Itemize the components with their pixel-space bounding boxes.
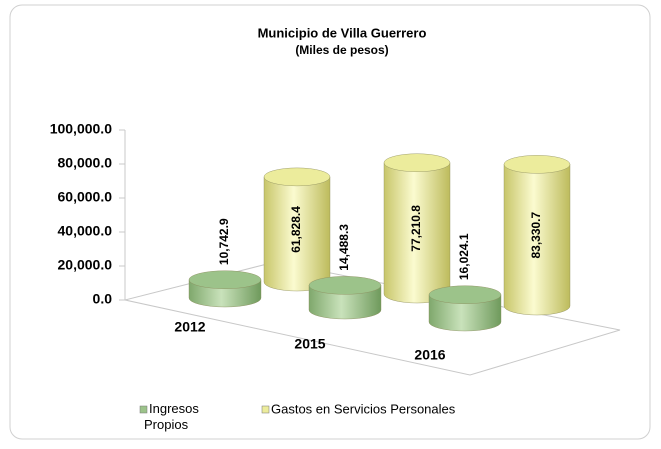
cylinder-top [503, 155, 571, 174]
legend-swatch [139, 405, 148, 414]
cylinder-top [188, 270, 262, 289]
cylinder [503, 164, 571, 316]
data-label: 10,742.9 [217, 218, 231, 265]
legend-swatch [261, 405, 270, 414]
y-tick-label: 0.0 [93, 291, 113, 307]
y-tick-label: 80,000.0 [58, 155, 113, 171]
y-tick-label: 100,000.0 [50, 121, 112, 137]
cylinder [428, 294, 502, 332]
y-tick-label: 60,000.0 [58, 189, 113, 205]
x-tick-label: 2012 [174, 319, 205, 335]
data-label: 16,024.1 [457, 233, 471, 280]
x-tick-label: 2016 [414, 347, 445, 363]
data-label: 14,488.3 [337, 224, 351, 271]
cylinder-top [383, 153, 451, 172]
legend-label: Gastos en Servicios Personales [271, 401, 456, 416]
cylinder-top [428, 285, 502, 304]
legend-label: Ingresos Propios [144, 401, 199, 432]
data-label: 61,828.4 [289, 206, 303, 253]
cylinder-top [308, 276, 382, 295]
x-tick-label: 2015 [294, 336, 325, 352]
data-label: 83,330.7 [529, 211, 543, 258]
cylinder [308, 285, 382, 320]
chart-subtitle: (Miles de pesos) [295, 43, 388, 57]
y-tick-label: 20,000.0 [58, 257, 113, 273]
cylinder-top [263, 167, 331, 187]
chart-title: Municipio de Villa Guerrero [258, 25, 427, 40]
y-tick-label: 40,000.0 [58, 223, 113, 239]
data-label: 77,210.8 [409, 205, 423, 252]
